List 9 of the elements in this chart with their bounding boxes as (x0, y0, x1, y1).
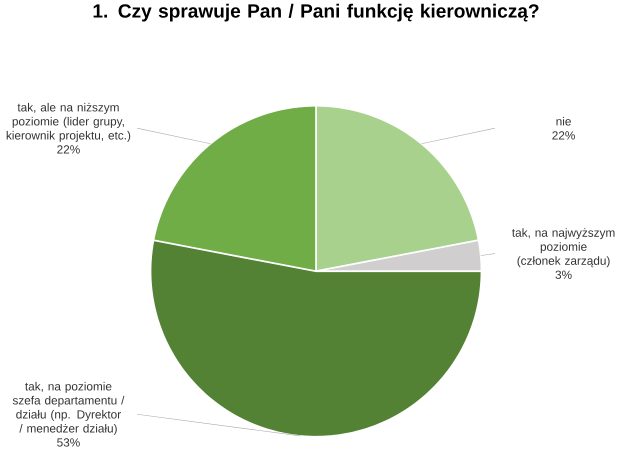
slice-label: nie (556, 116, 571, 126)
slice-label: tak, na najwyższym poziomie (członek zarządu) (512, 228, 614, 268)
slice-label: tak, ale na niższym poziomie (lider grupy, kierownik projektu, etc.) (6, 102, 130, 142)
chart-title: 1. Czy sprawuje Pan / Pani funkcję kierowniczą? (94, 4, 538, 22)
data-label: 22% (57, 145, 80, 154)
data-label: 3% (555, 270, 572, 279)
slice-label: tak, na poziomie szefa departamentu / działu (np. Dyrektor / menedżer działu) (12, 382, 124, 435)
data-label: 22% (552, 131, 575, 140)
data-label: 53% (57, 438, 80, 447)
